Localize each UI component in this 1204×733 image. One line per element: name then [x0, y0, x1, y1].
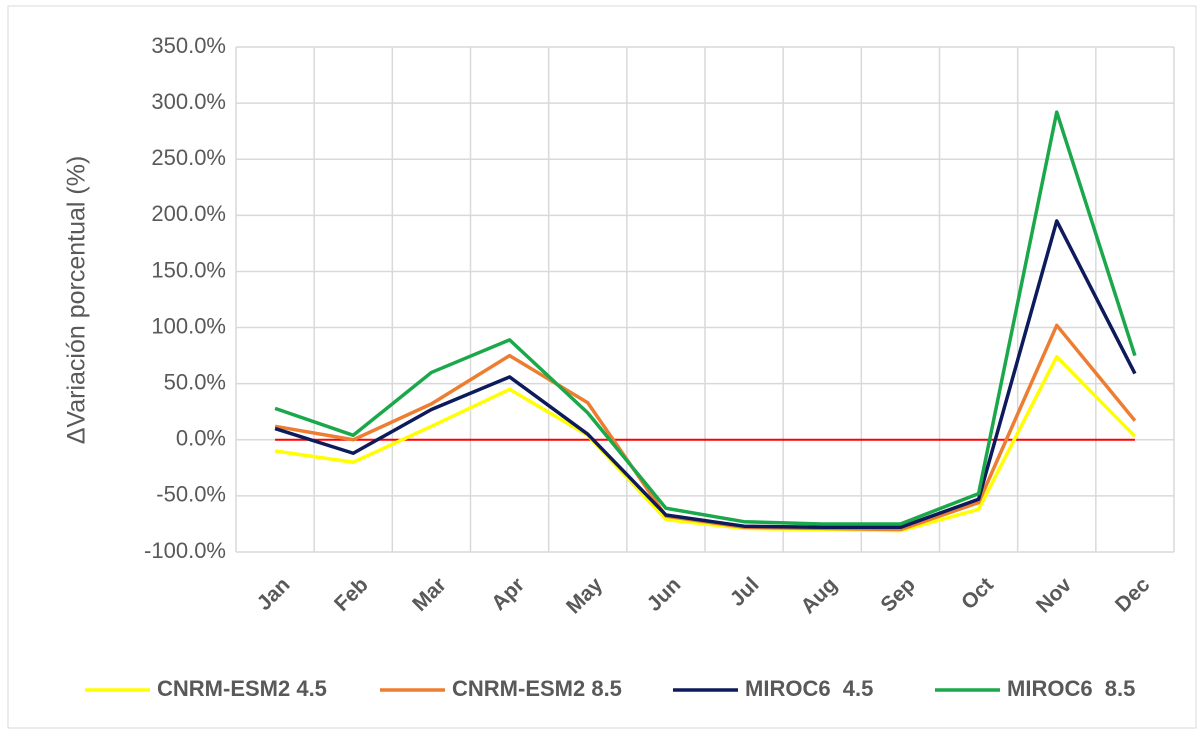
series-line — [274, 354, 1137, 533]
legend-label: MIROC6 4.5 — [745, 676, 873, 701]
legend-label: CNRM-ESM2 4.5 — [157, 676, 327, 701]
y-axis-label: ΔVariación porcentual (%) — [63, 156, 91, 445]
y-tick-label: 200.0% — [151, 201, 226, 226]
legend-label: MIROC6 8.5 — [1007, 676, 1135, 701]
chart-frame — [7, 5, 1197, 729]
y-tick-label: 100.0% — [151, 313, 226, 338]
y-tick-label: -50.0% — [156, 482, 226, 507]
series-line — [274, 219, 1137, 530]
legend-label: CNRM-ESM2 8.5 — [452, 676, 622, 701]
y-tick-label: 250.0% — [151, 145, 226, 170]
y-tick-label: 300.0% — [151, 89, 226, 114]
y-tick-label: -100.0% — [144, 538, 226, 563]
y-tick-label: 150.0% — [151, 257, 226, 282]
y-tick-label: 350.0% — [151, 33, 226, 58]
series-line — [274, 110, 1137, 526]
y-tick-label: 0.0% — [176, 426, 226, 451]
y-tick-label: 50.0% — [164, 369, 226, 394]
